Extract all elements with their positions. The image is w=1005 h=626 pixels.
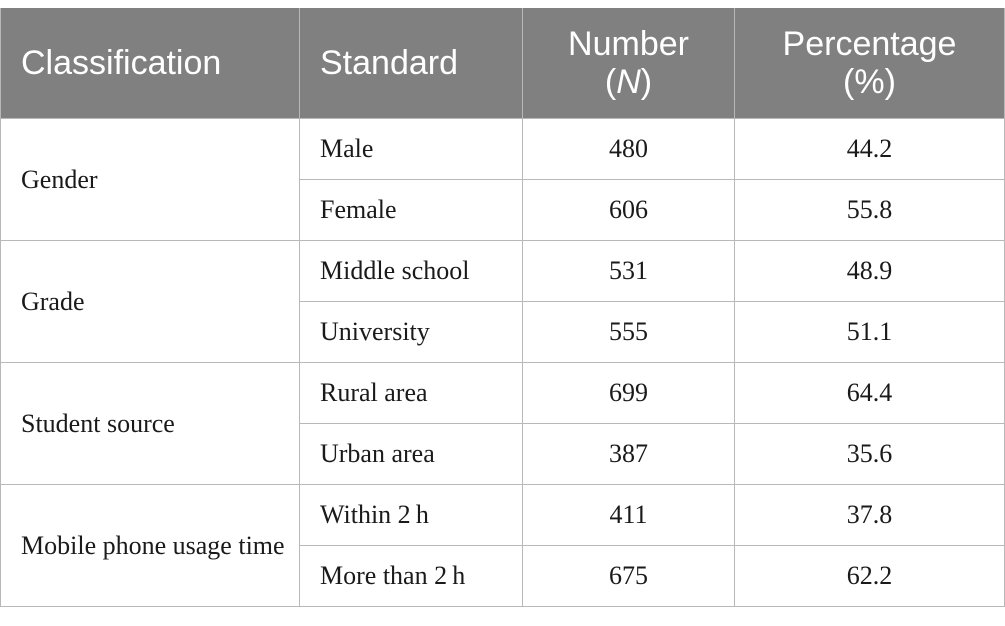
table-row: More than 2 h 675 62.2 xyxy=(1,545,1005,607)
number-cell: 606 xyxy=(522,179,735,241)
percentage-cell: 37.8 xyxy=(734,484,1005,546)
header-percentage-label: Percentage xyxy=(782,25,957,63)
number-cell: 411 xyxy=(522,484,735,546)
percentage-cell: 55.8 xyxy=(734,179,1005,241)
table-row: Student source Rural area 699 64.4 xyxy=(0,362,1005,485)
classification-cell: Gender xyxy=(0,118,300,241)
header-classification: Classification xyxy=(0,8,300,119)
table-row: Gender Male 480 44.2 xyxy=(0,118,1005,241)
table-row: Female 606 55.8 xyxy=(1,179,1005,241)
percentage-cell: 64.4 xyxy=(734,362,1005,424)
header-number-symbol: N xyxy=(616,63,641,101)
classification-cell: Mobile phone usage time xyxy=(0,484,300,607)
header-standard: Standard xyxy=(299,8,523,119)
demographics-table: Classification Standard Number (N) Percen… xyxy=(0,8,1005,607)
table-body: Gender Male 480 44.2 Female 606 55.8 Gra… xyxy=(0,118,1005,607)
header-percentage-unit: (%) xyxy=(843,63,896,101)
header-number: Number (N) xyxy=(522,8,735,119)
percentage-cell: 44.2 xyxy=(734,118,1005,180)
percentage-cell: 35.6 xyxy=(734,423,1005,485)
table-row: Grade Middle school 531 48.9 xyxy=(0,240,1005,363)
number-cell: 531 xyxy=(522,240,735,302)
header-number-label: Number xyxy=(568,25,689,63)
number-cell: 699 xyxy=(522,362,735,424)
number-cell: 555 xyxy=(522,301,735,363)
header-percentage: Percentage (%) xyxy=(734,8,1005,119)
standard-cell: Rural area xyxy=(299,362,523,424)
classification-cell: Grade xyxy=(0,240,300,363)
standard-cell: More than 2 h xyxy=(299,545,523,607)
table-row: Mobile phone usage time Within 2 h 411 3… xyxy=(0,484,1005,607)
standard-cell: Within 2 h xyxy=(299,484,523,546)
percentage-cell: 48.9 xyxy=(734,240,1005,302)
standard-cell: Middle school xyxy=(299,240,523,302)
number-cell: 675 xyxy=(522,545,735,607)
percentage-cell: 51.1 xyxy=(734,301,1005,363)
standard-cell: University xyxy=(299,301,523,363)
number-cell: 387 xyxy=(522,423,735,485)
standard-cell: Male xyxy=(299,118,523,180)
table-header: Classification Standard Number (N) Percen… xyxy=(0,8,1005,119)
classification-cell: Student source xyxy=(0,362,300,485)
percentage-cell: 62.2 xyxy=(734,545,1005,607)
number-cell: 480 xyxy=(522,118,735,180)
header-row: Classification Standard Number (N) Percen… xyxy=(0,8,1005,119)
standard-cell: Female xyxy=(299,179,523,241)
standard-cell: Urban area xyxy=(299,423,523,485)
